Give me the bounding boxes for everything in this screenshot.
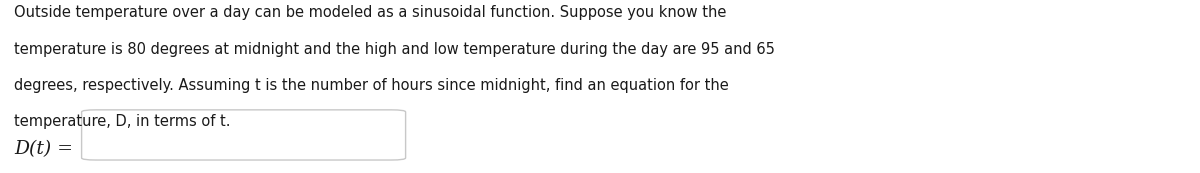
Text: Outside temperature over a day can be modeled as a sinusoidal function. Suppose : Outside temperature over a day can be mo… xyxy=(14,5,727,20)
Text: degrees, respectively. Assuming t is the number of hours since midnight, find an: degrees, respectively. Assuming t is the… xyxy=(14,78,730,93)
Text: D(t) =: D(t) = xyxy=(14,140,73,158)
Text: temperature is 80 degrees at midnight and the high and low temperature during th: temperature is 80 degrees at midnight an… xyxy=(14,42,775,57)
FancyBboxPatch shape xyxy=(82,110,406,160)
Text: temperature, D, in terms of t.: temperature, D, in terms of t. xyxy=(14,114,230,129)
